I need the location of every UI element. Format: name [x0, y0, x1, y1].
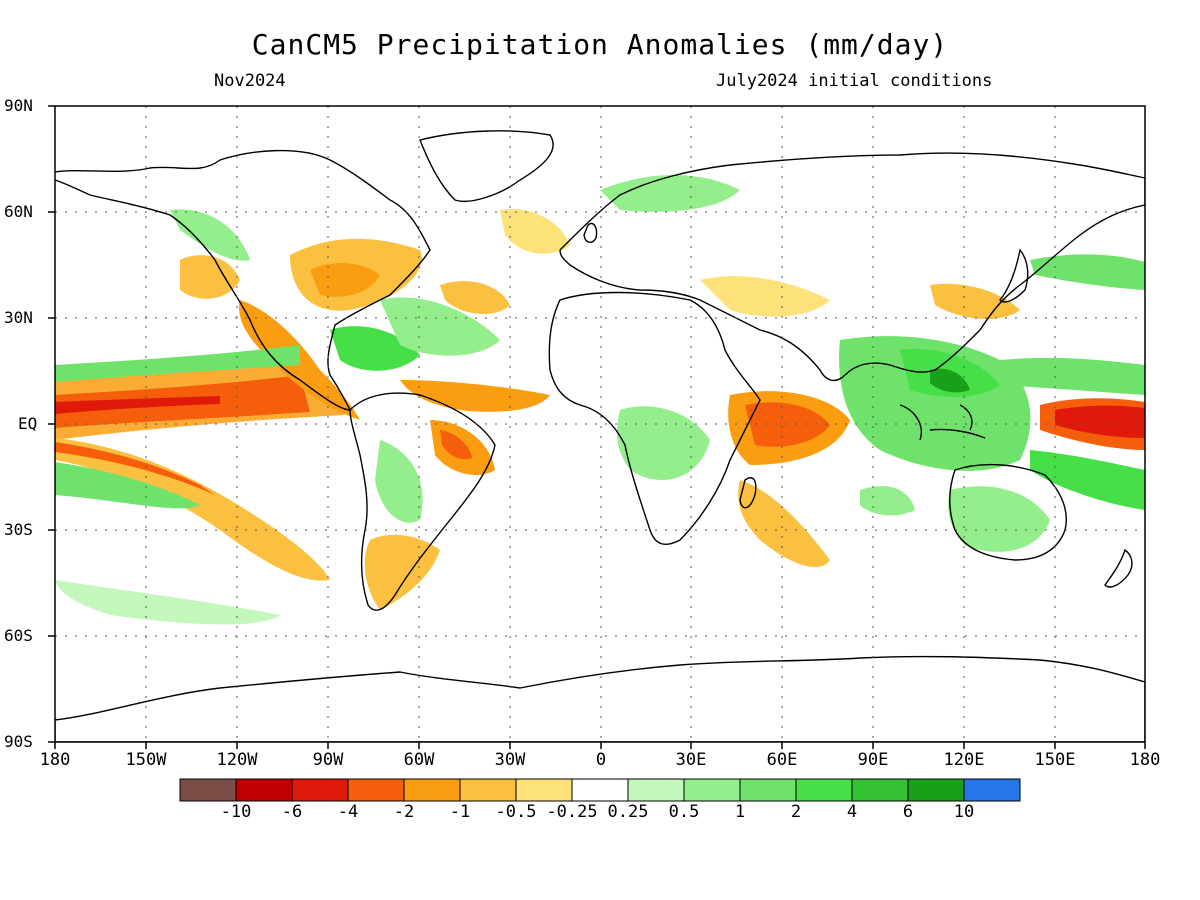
x-tick-label: 60W	[403, 750, 435, 770]
anomaly-field	[55, 130, 1145, 742]
colorbar-label: -0.5	[495, 802, 537, 822]
colorbar-swatch	[683, 778, 741, 802]
colorbar-swatch	[627, 778, 685, 802]
colorbar-swatch	[179, 778, 237, 802]
forecast-month: Nov2024	[214, 71, 286, 91]
x-tick-label: 150W	[125, 750, 167, 770]
x-tick-label: 30W	[494, 750, 526, 770]
y-tick-label: 60S	[4, 626, 33, 645]
colorbar-swatch	[459, 778, 517, 802]
dry-anomaly-region	[55, 209, 1145, 610]
colorbar-swatch	[963, 778, 1021, 802]
colorbar-label: -2	[393, 802, 415, 822]
colorbar-label: -10	[220, 802, 252, 822]
colorbar-label: 4	[846, 802, 858, 822]
x-tick-label: 180	[39, 750, 71, 770]
colorbar-swatch	[795, 778, 853, 802]
y-tick-label: 30N	[4, 308, 33, 327]
colorbar-swatch	[235, 778, 293, 802]
x-tick-label: 60E	[766, 750, 798, 770]
x-tick-label: 120W	[216, 750, 258, 770]
x-tick-label: 180	[1129, 750, 1161, 770]
colorbar-swatch	[739, 778, 797, 802]
x-tick-label: 150E	[1034, 750, 1076, 770]
y-tick-label: 60N	[4, 202, 33, 221]
colorbar-label: 2	[790, 802, 802, 822]
x-tick-label: 30E	[675, 750, 707, 770]
colorbar-swatch	[571, 778, 629, 802]
colorbar-label: -0.25	[546, 802, 598, 822]
colorbar-label: 6	[902, 802, 914, 822]
colorbar-label: 0.25	[607, 802, 649, 822]
colorbar-swatch	[403, 778, 461, 802]
colorbar-label: -6	[281, 802, 303, 822]
colorbar-label: 0.5	[668, 802, 700, 822]
initial-conditions: July2024 initial conditions	[716, 71, 993, 91]
x-tick-label: 0	[595, 750, 607, 770]
colorbar-swatch	[291, 778, 349, 802]
colorbar	[179, 778, 1021, 802]
axis-ticks	[48, 105, 1146, 749]
y-tick-label: 30S	[4, 520, 33, 539]
colorbar-label: -1	[449, 802, 471, 822]
colorbar-swatch	[347, 778, 405, 802]
coastlines	[55, 130, 1145, 742]
colorbar-label: 1	[734, 802, 746, 822]
y-tick-label: 90N	[4, 96, 33, 115]
x-tick-label: 120E	[943, 750, 985, 770]
x-tick-label: 90E	[857, 750, 889, 770]
colorbar-swatch	[907, 778, 965, 802]
y-tick-label: 90S	[4, 732, 33, 751]
colorbar-label: -4	[337, 802, 359, 822]
graticule	[55, 106, 1145, 742]
colorbar-swatch	[851, 778, 909, 802]
y-tick-label: EQ	[18, 414, 38, 433]
colorbar-swatch	[515, 778, 573, 802]
colorbar-label: 10	[953, 802, 975, 822]
chart-title: CanCM5 Precipitation Anomalies (mm/day)	[251, 28, 949, 61]
x-tick-label: 90W	[312, 750, 344, 770]
wet-anomaly-region	[55, 175, 1145, 625]
